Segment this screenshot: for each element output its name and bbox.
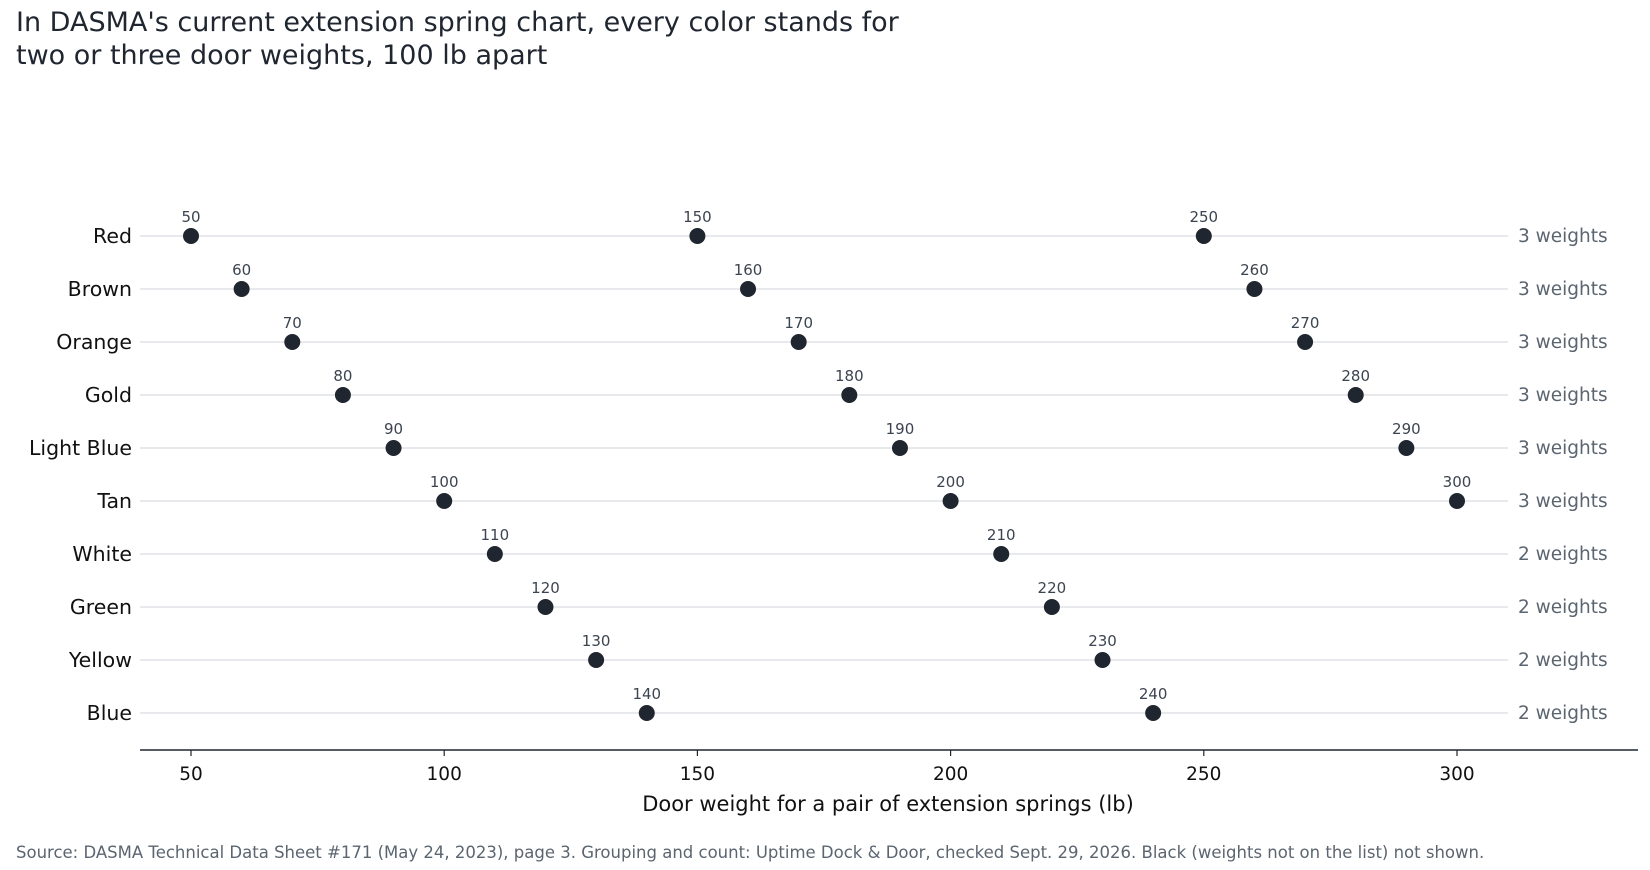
data-label-brown-60: 60 — [232, 261, 251, 279]
count-label-light-blue: 3 weights — [1518, 438, 1608, 459]
category-label-gold: Gold — [85, 383, 132, 407]
data-point-blue-140 — [638, 705, 655, 721]
data-point-blue-240 — [1145, 705, 1162, 721]
data-point-red-250 — [1195, 228, 1212, 244]
data-label-orange-170: 170 — [784, 314, 813, 332]
chart-title: In DASMA's current extension spring char… — [16, 6, 1216, 72]
data-point-orange-270 — [1297, 334, 1314, 350]
category-label-orange: Orange — [56, 330, 132, 354]
data-label-white-210: 210 — [987, 526, 1016, 544]
data-point-yellow-230 — [1094, 652, 1111, 668]
data-point-gold-280 — [1347, 387, 1364, 403]
data-point-green-120 — [537, 599, 554, 615]
x-tick-label-50: 50 — [179, 764, 203, 785]
x-tick-label-200: 200 — [933, 764, 968, 785]
data-label-blue-140: 140 — [632, 685, 661, 703]
data-label-green-120: 120 — [531, 579, 560, 597]
data-label-tan-200: 200 — [936, 473, 965, 491]
source-note: Source: DASMA Technical Data Sheet #171 … — [16, 843, 1485, 862]
x-tick-label-250: 250 — [1186, 764, 1221, 785]
data-label-tan-300: 300 — [1443, 473, 1472, 491]
data-label-light-blue-190: 190 — [886, 420, 915, 438]
count-label-white: 2 weights — [1518, 544, 1608, 565]
chart-title-line-2: two or three door weights, 100 lb apart — [16, 40, 548, 71]
data-label-brown-260: 260 — [1240, 261, 1269, 279]
category-label-yellow: Yellow — [68, 648, 132, 672]
x-tick-label-300: 300 — [1439, 764, 1474, 785]
data-label-blue-240: 240 — [1139, 685, 1168, 703]
data-point-light-blue-190 — [891, 440, 908, 456]
data-point-brown-60 — [233, 281, 250, 297]
data-point-red-150 — [689, 228, 706, 244]
count-label-tan: 3 weights — [1518, 491, 1608, 512]
chart-title-line-1: In DASMA's current extension spring char… — [16, 7, 899, 38]
data-point-gold-180 — [841, 387, 858, 403]
data-label-brown-160: 160 — [734, 261, 763, 279]
data-label-gold-80: 80 — [333, 367, 352, 385]
data-label-orange-70: 70 — [283, 314, 302, 332]
x-tick-label-100: 100 — [427, 764, 462, 785]
data-point-brown-260 — [1246, 281, 1263, 297]
data-point-tan-300 — [1449, 493, 1465, 509]
category-label-white: White — [72, 542, 132, 566]
count-label-yellow: 2 weights — [1518, 650, 1608, 671]
count-label-red: 3 weights — [1518, 226, 1608, 247]
data-label-red-50: 50 — [181, 208, 200, 226]
data-label-light-blue-290: 290 — [1392, 420, 1421, 438]
data-point-gold-80 — [334, 387, 351, 403]
category-label-tan: Tan — [96, 489, 132, 513]
data-point-light-blue-290 — [1398, 440, 1415, 456]
data-label-red-150: 150 — [683, 208, 712, 226]
data-point-orange-170 — [790, 334, 807, 350]
data-label-gold-280: 280 — [1341, 367, 1370, 385]
data-label-green-220: 220 — [1038, 579, 1067, 597]
count-label-green: 2 weights — [1518, 597, 1608, 618]
data-label-tan-100: 100 — [430, 473, 459, 491]
count-label-orange: 3 weights — [1518, 332, 1608, 353]
x-tick-label-150: 150 — [680, 764, 715, 785]
data-point-green-220 — [1043, 599, 1060, 615]
x-axis-title: Door weight for a pair of extension spri… — [642, 792, 1134, 816]
data-label-white-110: 110 — [481, 526, 510, 544]
count-label-gold: 3 weights — [1518, 385, 1608, 406]
data-point-tan-100 — [436, 493, 453, 509]
data-point-tan-200 — [942, 493, 959, 509]
data-point-red-50 — [183, 228, 199, 244]
data-point-yellow-130 — [588, 652, 605, 668]
count-label-brown: 3 weights — [1518, 279, 1608, 300]
category-label-light-blue: Light Blue — [29, 436, 132, 460]
count-label-blue: 2 weights — [1518, 703, 1608, 724]
category-label-blue: Blue — [87, 701, 132, 725]
data-point-brown-160 — [740, 281, 757, 297]
data-point-orange-70 — [284, 334, 301, 350]
data-label-orange-270: 270 — [1291, 314, 1320, 332]
data-label-gold-180: 180 — [835, 367, 864, 385]
data-point-white-210 — [993, 546, 1010, 562]
category-label-red: Red — [93, 224, 132, 248]
data-label-yellow-230: 230 — [1088, 632, 1117, 650]
category-label-brown: Brown — [68, 277, 132, 301]
data-label-yellow-130: 130 — [582, 632, 611, 650]
data-label-light-blue-90: 90 — [384, 420, 403, 438]
data-point-white-110 — [486, 546, 503, 562]
category-label-green: Green — [70, 595, 132, 619]
data-label-red-250: 250 — [1189, 208, 1218, 226]
data-point-light-blue-90 — [385, 440, 402, 456]
